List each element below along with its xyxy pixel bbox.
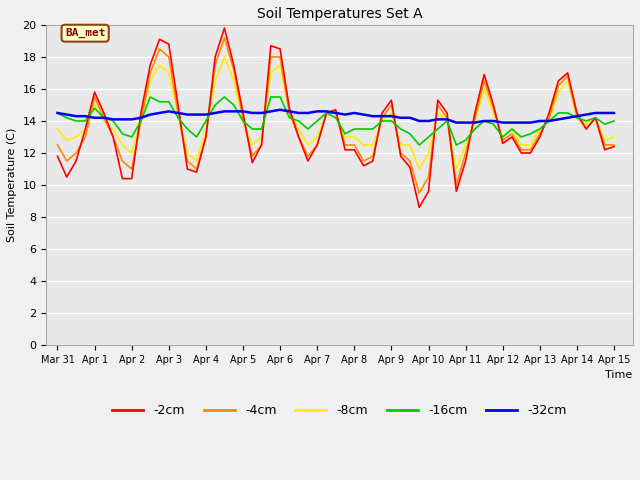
Title: Soil Temperatures Set A: Soil Temperatures Set A (257, 7, 422, 21)
Text: BA_met: BA_met (65, 28, 106, 38)
Legend: -2cm, -4cm, -8cm, -16cm, -32cm: -2cm, -4cm, -8cm, -16cm, -32cm (107, 399, 572, 422)
X-axis label: Time: Time (605, 371, 632, 381)
Y-axis label: Soil Temperature (C): Soil Temperature (C) (7, 128, 17, 242)
